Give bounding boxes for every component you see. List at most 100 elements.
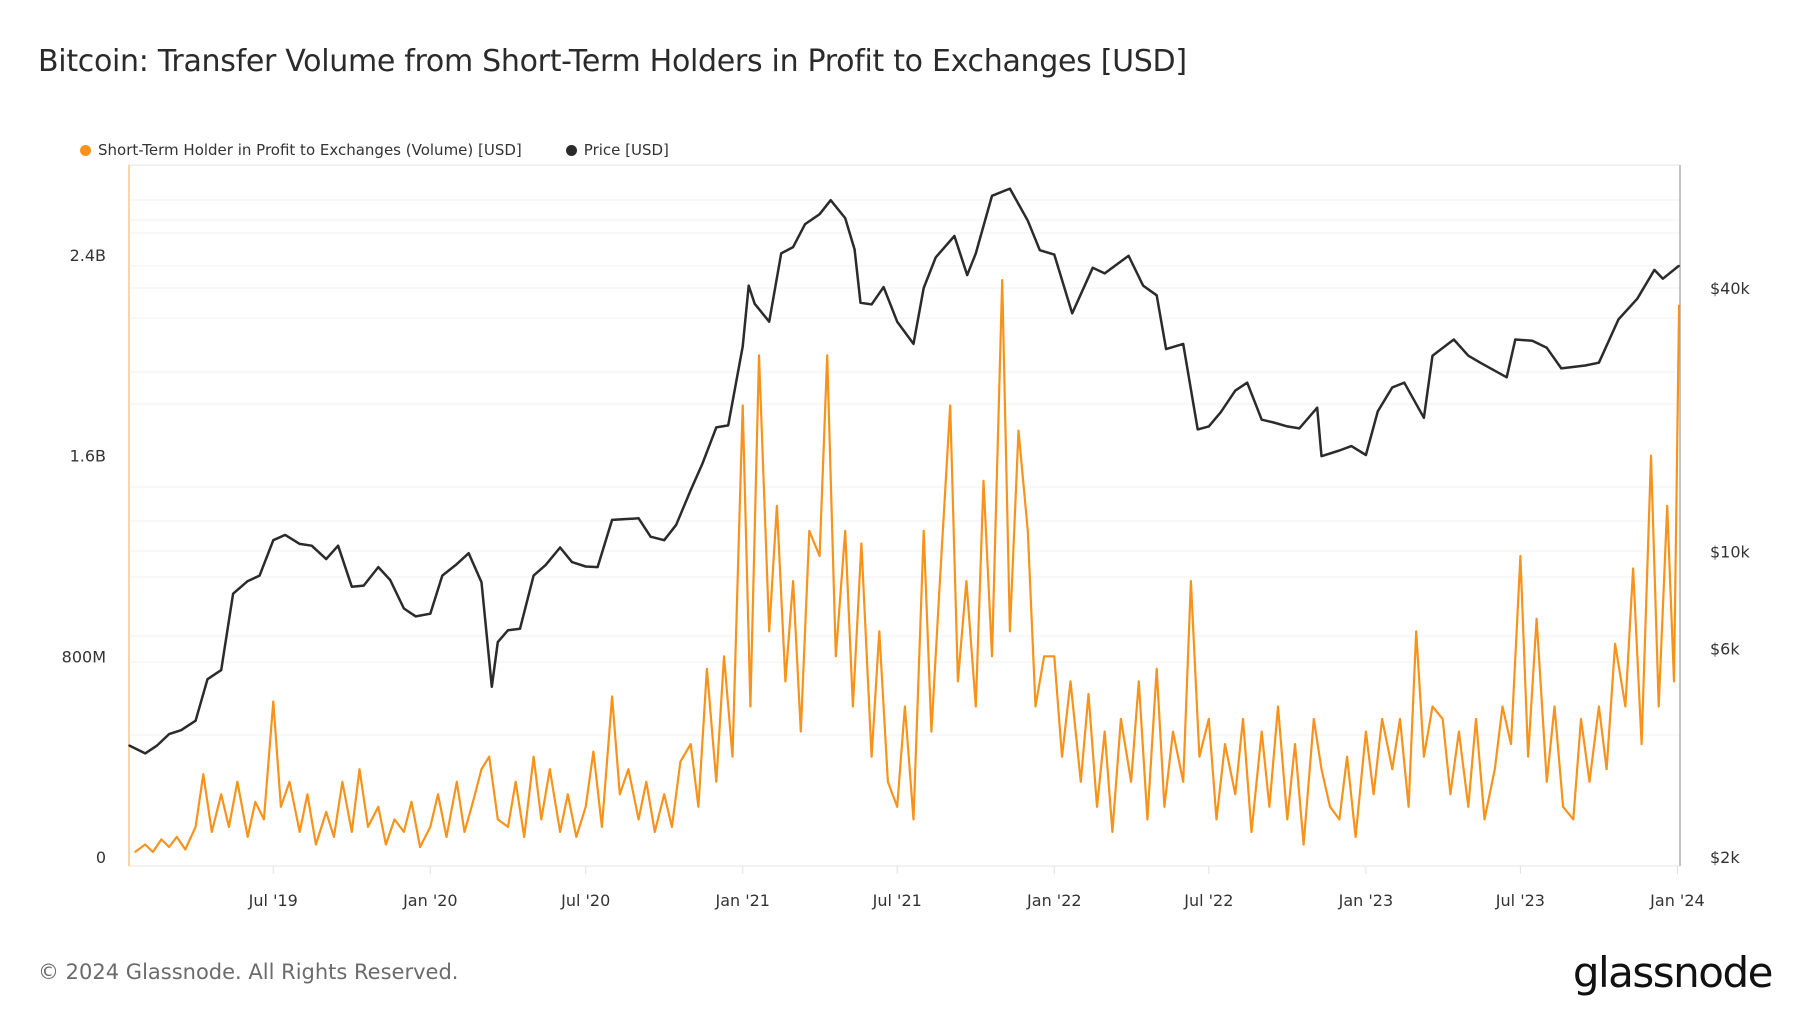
price-point (649, 535, 652, 538)
price-point (934, 256, 937, 259)
volume-point (1268, 806, 1271, 808)
volume-point (860, 542, 863, 545)
volume-point (168, 846, 170, 848)
price-point (1208, 425, 1210, 428)
volume-point (965, 580, 968, 582)
volume-point (957, 680, 959, 683)
volume-point (1329, 806, 1331, 808)
volume-point (559, 831, 561, 833)
volume-point (706, 668, 708, 670)
price-point (727, 424, 730, 427)
volume-point (1313, 718, 1315, 720)
volume-point (514, 780, 517, 783)
price-point (194, 719, 197, 722)
volume-point (210, 831, 213, 833)
x-tick-label: Jan '21 (714, 891, 770, 910)
volume-point (1423, 755, 1425, 758)
volume-point (1614, 642, 1616, 645)
price-point (1071, 312, 1074, 315)
volume-point (403, 831, 405, 833)
volume-point (1553, 705, 1556, 708)
glassnode-logo: glassnode (1572, 948, 1774, 997)
y-right-tick-label: $40k (1710, 279, 1751, 298)
price-point (611, 519, 613, 521)
price-point (272, 539, 275, 542)
price-point (1584, 364, 1587, 367)
volume-point (1242, 718, 1244, 720)
price-point (455, 563, 458, 565)
volume-point (689, 743, 692, 745)
volume-point (160, 838, 163, 841)
volume-point (1172, 730, 1174, 733)
price-point (844, 217, 846, 219)
price-point (747, 284, 750, 287)
price-point (1219, 411, 1222, 414)
volume-point (566, 793, 569, 796)
volume-point (1027, 530, 1029, 532)
volume-point (575, 836, 578, 838)
volume-point (1138, 680, 1140, 683)
volume-point (1678, 304, 1680, 306)
volume-point (333, 836, 335, 838)
volume-point (1673, 680, 1675, 683)
price-point (780, 252, 782, 255)
volume-point (1215, 818, 1218, 821)
volume-point (1666, 505, 1668, 507)
volume-point (611, 695, 613, 698)
price-point (206, 678, 209, 681)
volume-point (1527, 755, 1529, 758)
volume-point (463, 831, 466, 833)
y-left-tick-label: 0 (96, 848, 106, 867)
price-point (429, 612, 432, 615)
price-point (1479, 361, 1482, 364)
volume-point (1399, 718, 1401, 720)
volume-point (896, 806, 899, 808)
volume-point (1415, 630, 1418, 633)
price-point (1514, 338, 1517, 341)
volume-point (288, 780, 291, 783)
price-point (1234, 389, 1237, 392)
volume-point (1260, 730, 1263, 733)
x-tick-label: Jan '22 (1026, 891, 1082, 910)
volume-point (1001, 279, 1004, 281)
volume-point (1381, 718, 1383, 720)
volume-point (220, 793, 222, 796)
volume-point (1294, 743, 1296, 745)
volume-point (1234, 793, 1237, 796)
price-point (258, 574, 261, 577)
legend-item-price[interactable]: Price [USD] (565, 141, 669, 159)
volume-point (367, 826, 369, 828)
volume-point (1501, 705, 1504, 708)
price-point (623, 518, 625, 520)
price-point (1678, 264, 1680, 267)
price-point (180, 729, 182, 731)
volume-point (410, 801, 413, 803)
price-point (1531, 339, 1534, 342)
volume-point (601, 826, 603, 828)
volume-point (1111, 831, 1114, 833)
price-point (544, 564, 547, 566)
volume-point (1043, 655, 1045, 658)
volume-point (1458, 730, 1460, 733)
volume-point (455, 780, 458, 783)
legend-item-volume[interactable]: Short-Term Holder in Profit to Exchanges… (80, 141, 522, 159)
price-point (337, 544, 339, 547)
price-point (1272, 421, 1275, 424)
volume-point (507, 826, 509, 828)
price-point (1546, 346, 1548, 349)
price-point (1431, 354, 1434, 357)
volume-point (549, 768, 551, 771)
volume-point (1096, 806, 1098, 808)
volume-point (1061, 755, 1063, 758)
copyright: © 2024 Glassnode. All Rights Reserved. (38, 960, 459, 984)
volume-point (1346, 755, 1348, 758)
volume-point (715, 780, 718, 783)
price-point (1091, 266, 1094, 269)
volume-point (1449, 793, 1452, 796)
volume-point (627, 768, 630, 771)
volume-point (792, 580, 794, 582)
price-point (1316, 406, 1319, 409)
volume-point (592, 750, 595, 753)
volume-point (1146, 818, 1149, 821)
price-point (1103, 272, 1106, 275)
